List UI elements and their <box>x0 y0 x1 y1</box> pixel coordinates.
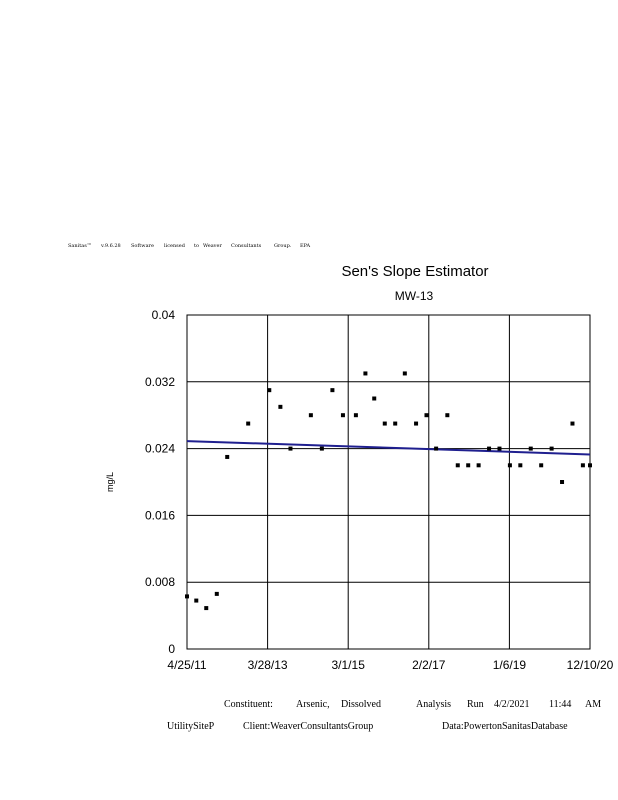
data-point <box>414 421 419 426</box>
data-point <box>353 413 358 418</box>
x-tick-label: 1/6/19 <box>493 658 527 672</box>
footer-run-time: 11:44 <box>549 699 572 710</box>
header-word-to: to <box>194 243 200 249</box>
data-point <box>560 480 565 484</box>
footer-data-source: Data:PowertonSanitasDatabase <box>442 721 568 732</box>
data-point <box>363 371 368 376</box>
y-tick-label: 0.008 <box>145 575 175 589</box>
x-tick-label: 2/2/17 <box>412 658 446 672</box>
data-point <box>434 446 439 451</box>
header-word-consultants: Consultants <box>231 243 262 249</box>
footer-constituent-value: Arsenic, <box>296 699 330 710</box>
x-tick-label: 3/28/13 <box>248 658 288 672</box>
data-point <box>539 463 544 468</box>
plot-frame <box>186 314 591 650</box>
y-tick-label: 0.016 <box>145 508 175 522</box>
data-point <box>487 446 492 451</box>
header-word-software: Software <box>131 243 154 249</box>
header-word-sanitas: Sanitas™ <box>68 243 92 249</box>
data-point <box>225 454 230 459</box>
data-point <box>340 413 345 418</box>
header-word-version: v.9.6.28 <box>101 243 121 249</box>
data-point <box>507 463 512 468</box>
data-point <box>267 388 272 393</box>
x-tick-label: 3/1/15 <box>332 658 366 672</box>
data-point <box>185 594 189 599</box>
x-tick-label: 4/25/11 <box>167 658 206 672</box>
sens-slope-trend-line <box>186 440 591 456</box>
data-point <box>497 446 502 451</box>
data-point <box>288 446 293 451</box>
footer-constituent-label: Constituent: <box>224 699 273 710</box>
data-point <box>204 606 209 611</box>
y-axis-label: mg/L <box>105 472 115 492</box>
footer-constituent-value-2: Dissolved <box>341 699 381 710</box>
y-tick-label: 0.032 <box>145 375 175 389</box>
data-point <box>455 463 460 468</box>
footer-site: UtilitySiteP <box>167 721 215 732</box>
data-point <box>476 463 481 468</box>
data-point <box>466 463 471 468</box>
header-word-weaver: Weaver <box>203 243 222 249</box>
data-point <box>330 388 335 393</box>
data-point <box>445 413 450 418</box>
header-word-group: Group. <box>274 243 292 249</box>
data-point <box>549 446 554 451</box>
header-word-epa: EPA <box>300 243 311 249</box>
footer-run-ampm: AM <box>585 699 602 710</box>
data-point <box>214 591 219 596</box>
data-point <box>308 413 313 418</box>
data-point <box>372 396 377 401</box>
data-point <box>382 421 387 426</box>
data-point <box>393 421 398 426</box>
data-point <box>194 598 199 603</box>
data-point <box>424 413 429 418</box>
data-point <box>278 404 283 409</box>
footer-run-date: 4/2/2021 <box>494 699 530 710</box>
data-point <box>402 371 407 376</box>
footer-analysis-label: Analysis <box>416 699 451 710</box>
footer-client: Client:WeaverConsultantsGroup <box>243 721 374 732</box>
x-tick-label: 12/10/20 <box>567 658 614 672</box>
chart-title: Sen's Slope Estimator <box>341 263 489 280</box>
y-tick-label: 0.04 <box>152 308 176 322</box>
data-point <box>528 446 533 451</box>
y-tick-label: 0 <box>168 642 175 656</box>
chart-subtitle: MW-13 <box>394 289 434 303</box>
y-tick-label: 0.024 <box>145 442 175 456</box>
data-point <box>580 463 585 468</box>
data-point <box>518 463 523 468</box>
footer-run-label: Run <box>467 699 484 710</box>
data-point <box>570 421 575 426</box>
data-point <box>246 421 251 426</box>
data-point <box>319 446 324 451</box>
data-point <box>588 463 592 468</box>
header-word-licensed: licensed <box>164 243 185 249</box>
